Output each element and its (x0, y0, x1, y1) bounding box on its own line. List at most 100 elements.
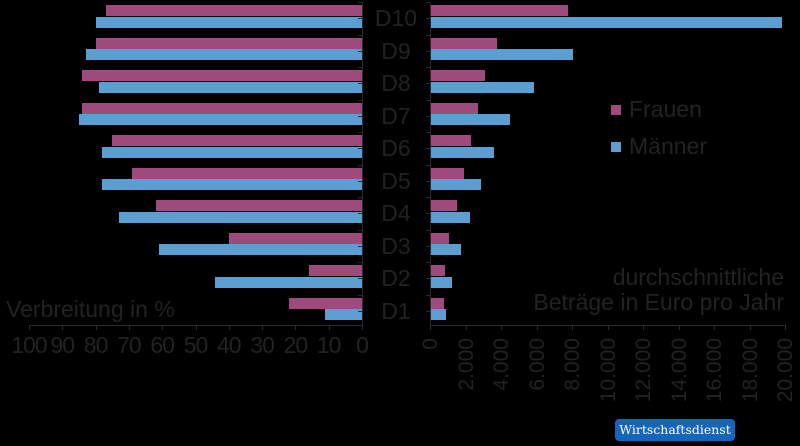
left-x-tick-label: 50 (183, 332, 209, 358)
legend-frauen-swatch (611, 105, 621, 115)
left-x-tick (295, 325, 297, 330)
right-x-tick (501, 325, 502, 330)
right-y-tick (426, 50, 431, 52)
left-y-tick (358, 213, 363, 215)
category-label-d8: D8 (381, 70, 411, 96)
legend-maenner-swatch (611, 142, 621, 152)
left-x-tick-label: 100 (11, 332, 47, 358)
bar-left-d10-frauen (105, 5, 362, 16)
right-x-tick (785, 325, 786, 330)
bar-left-d2-maenner (215, 276, 362, 288)
left-x-tick (328, 325, 330, 330)
right-y-tick (426, 180, 431, 182)
right-y-tick (426, 34, 431, 36)
category-label-d3: D3 (381, 232, 411, 259)
right-x-tick (536, 325, 538, 330)
left-y-tick (358, 148, 363, 150)
right-x-tick-label: 8.000 (561, 338, 584, 391)
left-y-tick (358, 294, 363, 296)
left-x-tick (228, 325, 230, 330)
left-x-tick-label: 90 (50, 332, 76, 358)
left-x-tick (128, 325, 130, 330)
right-y-tick (426, 148, 431, 150)
right-annotation-line2: Beträge in Euro pro Jahr (533, 289, 784, 315)
bar-left-d6-frauen (112, 135, 362, 146)
left-y-tick (358, 262, 363, 263)
left-y-tick (358, 132, 363, 133)
right-y-tick (426, 294, 431, 296)
right-x-tick (643, 325, 644, 330)
bar-right-d9-frauen (431, 37, 497, 49)
left-x-tick-label: 60 (150, 332, 175, 358)
bar-right-d6-maenner (431, 146, 494, 158)
right-y-tick (426, 310, 431, 312)
bar-right-d2-maenner (431, 276, 453, 288)
legend-maenner-label: Männer (629, 133, 707, 159)
left-x-tick (195, 325, 197, 330)
bar-left-d5-frauen (132, 167, 362, 179)
left-x-tick (362, 325, 363, 330)
category-label-d10: D10 (374, 5, 418, 31)
bar-left-d10-maenner (95, 16, 362, 28)
right-annotation-line1: durchschnittliche (612, 264, 784, 290)
category-label-d1: D1 (381, 297, 411, 324)
left-y-tick (358, 164, 363, 166)
bar-right-d2-frauen (431, 265, 446, 276)
right-y-tick (426, 197, 431, 198)
category-label-d7: D7 (381, 102, 411, 129)
left-y-tick (358, 245, 363, 247)
left-x-tick-label: 70 (117, 332, 142, 358)
bar-left-d9-frauen (95, 37, 362, 49)
category-label-d5: D5 (381, 167, 411, 194)
bar-left-d1-frauen (288, 297, 362, 309)
left-annotation: Verbreitung in % (6, 296, 175, 322)
right-y-tick (426, 132, 431, 133)
bar-right-d1-maenner (431, 309, 447, 320)
bar-left-d2-frauen (308, 265, 362, 276)
left-y-tick (358, 180, 363, 182)
right-x-tick (430, 325, 431, 330)
left-x-tick-label: 20 (283, 332, 309, 358)
bar-right-d4-frauen (431, 200, 457, 211)
bar-left-d4-maenner (118, 211, 362, 223)
right-x-tick-label: 2.000 (454, 338, 478, 391)
left-y-tick (358, 67, 363, 68)
bar-left-d3-frauen (228, 232, 362, 244)
bar-left-d9-maenner (85, 49, 362, 60)
right-x-tick (607, 325, 609, 330)
bar-left-d8-maenner (98, 81, 362, 93)
left-y-tick (358, 278, 363, 280)
bar-right-d4-maenner (431, 211, 471, 223)
category-label-d2: D2 (381, 265, 411, 291)
bar-right-d10-maenner (431, 16, 783, 28)
right-x-tick-label: 18.000 (738, 338, 762, 403)
category-label-d9: D9 (381, 37, 411, 64)
left-x-tick-label: 0 (356, 332, 369, 358)
right-x-tick (749, 325, 751, 330)
bar-left-d3-maenner (158, 244, 362, 255)
bar-right-d7-maenner (431, 114, 510, 125)
right-y-tick (426, 262, 431, 263)
left-y-tick (358, 229, 363, 231)
left-x-tick-label: 40 (217, 332, 242, 358)
right-x-tick-label: 6.000 (525, 338, 549, 391)
right-y-tick (426, 99, 431, 101)
bar-right-d5-frauen (431, 167, 464, 179)
left-y-tick (358, 83, 363, 85)
bar-right-d1-frauen (431, 297, 445, 309)
bar-right-d5-maenner (431, 179, 481, 190)
right-x-tick-label: 0 (419, 338, 442, 350)
right-y-tick (426, 164, 431, 166)
right-y-tick (426, 115, 431, 117)
bar-right-d7-frauen (431, 102, 479, 114)
bar-left-d1-maenner (325, 309, 362, 320)
bar-left-d5-maenner (102, 179, 362, 190)
left-y-tick (358, 99, 363, 101)
right-x-tick-label: 4.000 (490, 338, 513, 391)
right-y-tick (426, 229, 431, 231)
left-x-tick (262, 325, 264, 330)
bar-right-d10-frauen (431, 5, 568, 16)
wirtschaftsdienst-badge: Wirtschaftsdienst (615, 419, 735, 441)
bar-left-d6-maenner (102, 146, 362, 158)
left-x-tick (62, 325, 64, 330)
